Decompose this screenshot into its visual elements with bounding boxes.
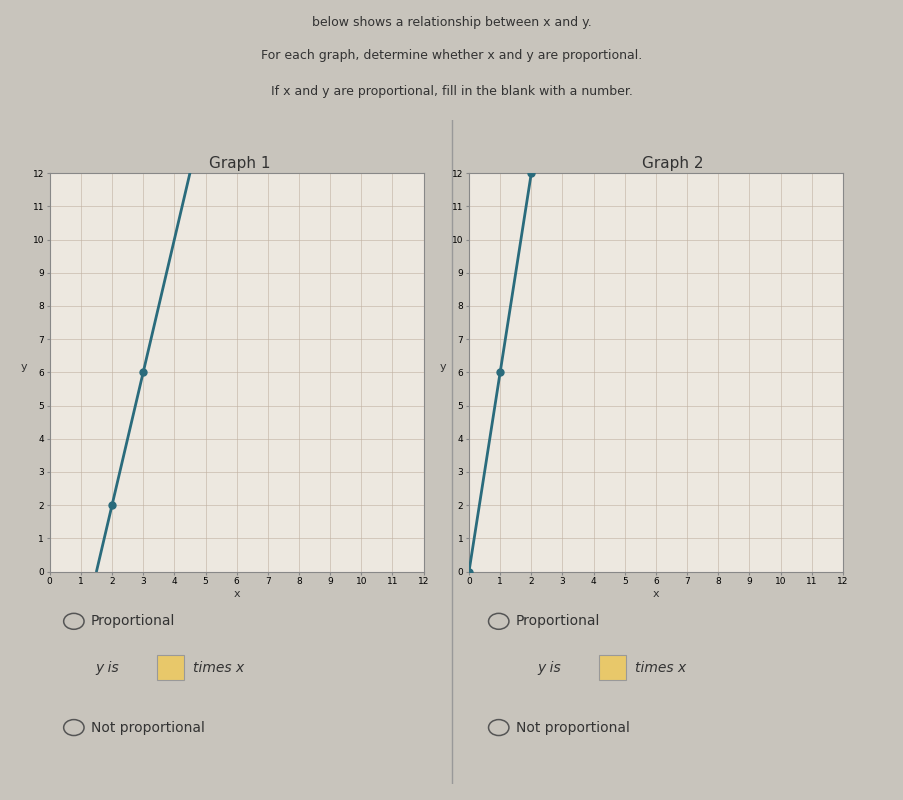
Text: Proportional: Proportional (90, 614, 175, 628)
Text: times x: times x (192, 661, 244, 675)
Text: Graph 2: Graph 2 (641, 156, 703, 170)
Text: Proportional: Proportional (515, 614, 600, 628)
Text: If x and y are proportional, fill in the blank with a number.: If x and y are proportional, fill in the… (271, 86, 632, 98)
X-axis label: x: x (652, 589, 658, 599)
Text: y is: y is (536, 661, 560, 675)
Text: y is: y is (95, 661, 118, 675)
Y-axis label: y: y (20, 362, 27, 372)
Y-axis label: y: y (439, 362, 446, 372)
Text: Not proportional: Not proportional (515, 721, 628, 734)
Text: times x: times x (634, 661, 685, 675)
Text: Not proportional: Not proportional (90, 721, 204, 734)
Text: Graph 1: Graph 1 (209, 156, 270, 170)
Text: below shows a relationship between x and y.: below shows a relationship between x and… (312, 16, 591, 29)
FancyBboxPatch shape (599, 655, 626, 681)
Text: For each graph, determine whether x and y are proportional.: For each graph, determine whether x and … (261, 50, 642, 62)
X-axis label: x: x (233, 589, 239, 599)
FancyBboxPatch shape (157, 655, 184, 681)
